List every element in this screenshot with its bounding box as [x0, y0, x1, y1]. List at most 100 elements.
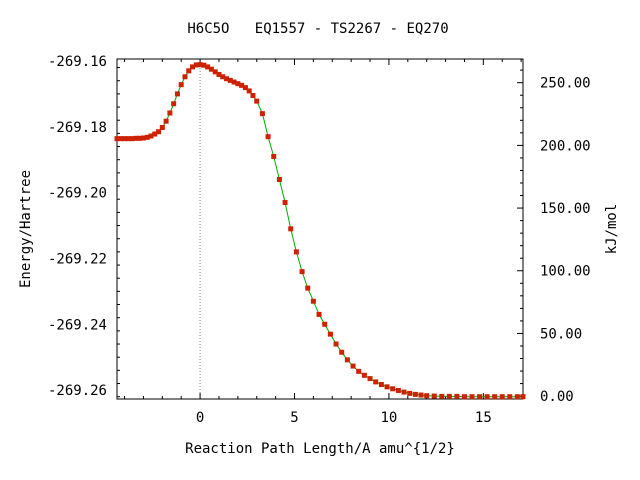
data-point — [327, 331, 333, 337]
data-point — [140, 135, 146, 141]
data-point — [178, 82, 184, 88]
data-point — [310, 298, 316, 304]
data-point — [333, 341, 339, 347]
data-point — [152, 131, 158, 137]
data-point — [477, 394, 483, 400]
data-point — [339, 349, 345, 355]
data-point — [212, 69, 218, 75]
data-point — [259, 111, 265, 117]
data-point — [190, 64, 196, 70]
data-point — [469, 394, 475, 400]
data-point — [216, 71, 222, 77]
data-point — [276, 176, 282, 182]
data-point — [514, 394, 520, 400]
data-point — [424, 393, 430, 399]
x-tick-label: 10 — [380, 410, 397, 426]
data-point — [250, 93, 256, 99]
y-tick-label: -269.16 — [48, 54, 107, 70]
data-point — [163, 118, 169, 124]
data-point — [129, 136, 135, 142]
energy-series — [114, 62, 526, 400]
data-point — [390, 386, 396, 392]
data-point — [159, 124, 165, 130]
data-point — [118, 136, 124, 142]
y-axis-label: Energy/Hartree — [18, 170, 34, 288]
data-point — [193, 62, 199, 68]
y2-tick-label: 250.00 — [540, 76, 591, 92]
data-point — [114, 136, 120, 142]
y-tick-label: -269.20 — [48, 186, 107, 202]
y-axis-left: -269.16 -269.18 -269.20 -269.22 -269.24 -269.… — [48, 54, 120, 399]
data-point — [492, 394, 498, 400]
data-point — [407, 390, 413, 396]
data-point — [137, 135, 143, 141]
data-point — [299, 269, 305, 275]
data-point — [220, 74, 226, 80]
data-point — [133, 135, 139, 141]
x-tick-label: 5 — [290, 410, 298, 426]
data-point — [271, 153, 277, 159]
plot-frame — [116, 58, 524, 400]
data-point — [174, 91, 180, 97]
chart-title: H6C5O EQ1557 - TS2267 - EQ270 — [187, 21, 448, 37]
data-point — [316, 311, 322, 317]
data-point — [201, 62, 207, 68]
data-point — [224, 76, 230, 82]
data-point — [439, 393, 445, 399]
y2-tick-label: 200.00 — [540, 138, 591, 154]
data-point — [288, 226, 294, 232]
data-point — [167, 110, 173, 116]
data-point — [122, 136, 128, 142]
data-point — [171, 101, 177, 107]
data-point — [227, 77, 233, 83]
data-point — [322, 321, 328, 327]
data-point — [454, 393, 460, 399]
data-point — [361, 372, 367, 378]
data-point — [246, 88, 252, 94]
data-point — [401, 389, 407, 395]
data-point — [265, 134, 271, 140]
data-point — [484, 394, 490, 400]
data-point — [208, 66, 214, 72]
data-point — [144, 134, 150, 140]
data-point — [125, 136, 131, 142]
x-axis: 0 5 10 15 — [124, 59, 522, 426]
data-point — [254, 98, 260, 104]
data-point — [239, 82, 245, 88]
data-point — [499, 394, 505, 400]
data-point — [507, 394, 513, 400]
data-point — [378, 382, 384, 388]
data-point — [231, 79, 237, 85]
data-point — [373, 379, 379, 385]
y2-tick-label: 0.00 — [540, 389, 574, 405]
data-point — [305, 285, 311, 291]
data-point — [520, 394, 526, 400]
data-point — [186, 68, 192, 74]
data-point — [242, 85, 248, 91]
data-point — [461, 394, 467, 400]
y2-tick-label: 100.00 — [540, 264, 591, 280]
data-point — [344, 357, 350, 363]
data-point — [418, 392, 424, 398]
x-tick-label: 0 — [196, 410, 204, 426]
x-tick-label: 15 — [475, 410, 492, 426]
data-point — [205, 64, 211, 70]
y-axis-right: 250.00 200.00 150.00 100.00 50.00 0.00 — [517, 69, 591, 405]
data-point — [235, 81, 241, 87]
y-tick-label: -269.22 — [48, 251, 107, 267]
data-point — [356, 368, 362, 374]
data-point — [182, 74, 188, 80]
y-tick-label: -269.24 — [48, 317, 107, 333]
data-point — [282, 200, 288, 206]
series-line — [117, 64, 523, 398]
y2-tick-label: 50.00 — [540, 326, 582, 342]
y2-tick-label: 150.00 — [540, 201, 591, 217]
y-tick-label: -269.18 — [48, 120, 107, 136]
data-point — [293, 249, 299, 255]
y2-axis-label: kJ/mol — [604, 204, 620, 255]
data-point — [156, 129, 162, 135]
data-point — [384, 384, 390, 390]
data-point — [148, 133, 154, 139]
data-point — [395, 387, 401, 393]
